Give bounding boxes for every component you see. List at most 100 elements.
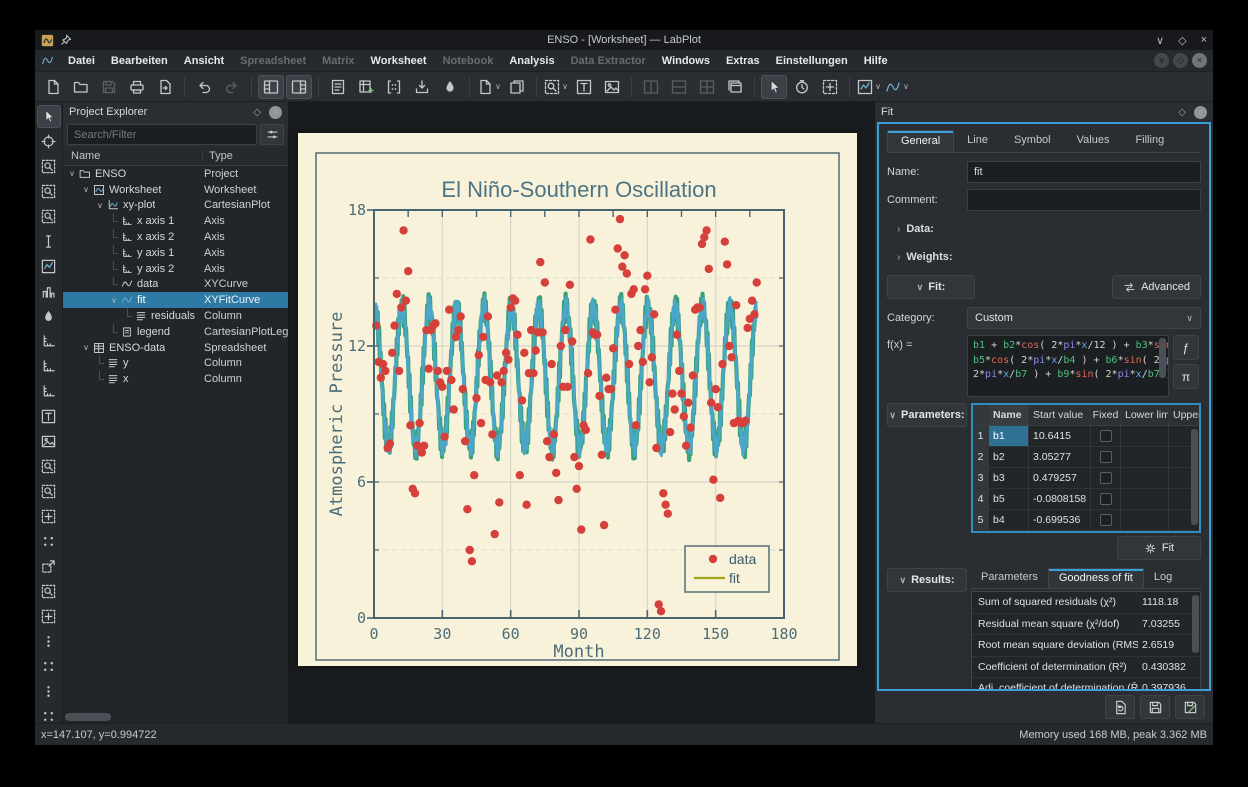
- column-header-name[interactable]: Name: [63, 150, 203, 162]
- add-plot-button[interactable]: ∨: [856, 75, 882, 99]
- filter-options-button[interactable]: [260, 124, 284, 145]
- save-as-button[interactable]: [1175, 695, 1205, 719]
- menu-datei[interactable]: Datei: [68, 54, 95, 67]
- tab-symbol[interactable]: Symbol: [1013, 134, 1051, 146]
- add-image-button[interactable]: [599, 75, 625, 99]
- shift-up-tool-button[interactable]: [37, 630, 61, 653]
- tree-item-residuals[interactable]: residuals Column: [63, 308, 288, 324]
- more-tool-a-button[interactable]: [37, 680, 61, 703]
- menu-worksheet[interactable]: Worksheet: [370, 54, 427, 67]
- tree-item-xy-plot[interactable]: ∨ xy-plot CartesianPlot: [63, 198, 288, 214]
- fit-section-toggle[interactable]: ∨ Fit:: [887, 275, 975, 299]
- navigate-tool-button[interactable]: [37, 130, 61, 153]
- add-axis-tool-button[interactable]: [37, 330, 61, 353]
- parameter-row-b1[interactable]: 1 b1 10.6415: [973, 426, 1199, 447]
- tree-item-x-axis-1[interactable]: x axis 1 Axis: [63, 213, 288, 229]
- color-theme-button[interactable]: [437, 75, 463, 99]
- formula-scrollbar[interactable]: [1159, 338, 1166, 378]
- select-tool-button[interactable]: [36, 105, 61, 128]
- tab-general[interactable]: General: [887, 130, 955, 152]
- new-project-button[interactable]: [40, 75, 66, 99]
- recalculate-button[interactable]: [1105, 695, 1135, 719]
- import-data-button[interactable]: [409, 75, 435, 99]
- menu-extras[interactable]: Extras: [725, 54, 760, 67]
- comment-field[interactable]: [967, 189, 1201, 211]
- menu-analysis[interactable]: Analysis: [509, 54, 555, 67]
- search-input[interactable]: [67, 124, 257, 145]
- shift-down-tool-button[interactable]: [37, 655, 61, 678]
- open-project-button[interactable]: [68, 75, 94, 99]
- tree-item-y-axis-2[interactable]: y axis 2 Axis: [63, 260, 288, 277]
- add-plot-tool-button[interactable]: [37, 255, 61, 278]
- new-matrix-button[interactable]: [381, 75, 407, 99]
- restore-button[interactable]: ◇: [1178, 34, 1187, 47]
- expander-icon[interactable]: ∨: [83, 185, 89, 195]
- add-text-label-button[interactable]: [571, 75, 597, 99]
- tree-item-enso[interactable]: ∨ ENSO Project: [63, 166, 288, 182]
- goodness-scrollbar[interactable]: [1192, 595, 1199, 653]
- zoom-select-mode-button[interactable]: [817, 75, 843, 99]
- scale-auto-tool-button[interactable]: [37, 455, 61, 478]
- zoom-select-tool-button[interactable]: [37, 155, 61, 178]
- results-tab-log[interactable]: Log: [1153, 571, 1173, 583]
- expander-icon[interactable]: ∨: [69, 169, 75, 179]
- menu-bearbeiten[interactable]: Bearbeiten: [110, 54, 168, 67]
- tree-item-y[interactable]: y Column: [63, 355, 288, 372]
- worksheet-page[interactable]: El Niño-Southern Oscillation 0 30 60 90 120 15…: [298, 133, 857, 666]
- add-new-button[interactable]: ∨: [476, 75, 502, 99]
- tree-item-x[interactable]: x Column: [63, 371, 288, 387]
- data-section-toggle[interactable]: › Data:: [897, 223, 934, 235]
- toggle-properties-explorer-button[interactable]: [286, 74, 312, 99]
- pin-icon[interactable]: [60, 34, 72, 46]
- tab-line[interactable]: Line: [967, 134, 988, 146]
- results-tab-parameters[interactable]: Parameters: [981, 571, 1038, 583]
- tree-item-legend[interactable]: legendCartesianPlotLegen: [63, 323, 288, 340]
- mdi-minimize-button[interactable]: ∨: [1154, 53, 1169, 68]
- tree-item-enso-data[interactable]: ∨ ENSO-data Spreadsheet: [63, 340, 288, 356]
- tree-item-fit[interactable]: ∨ fit XYFitCurve: [63, 292, 288, 309]
- formula-editor[interactable]: b1 + b2*cos( 2*pi*x/12 ) + b3*sin( 2*pi*…: [967, 335, 1169, 397]
- expander-icon[interactable]: ∨: [97, 200, 103, 210]
- dock-close-icon[interactable]: ×: [269, 105, 282, 119]
- zoom-mode-button[interactable]: ∨: [543, 75, 569, 99]
- fixed-checkbox[interactable]: [1099, 472, 1112, 484]
- insert-function-button[interactable]: ƒ: [1173, 335, 1199, 360]
- tab-values[interactable]: Values: [1076, 134, 1110, 146]
- print-button[interactable]: [124, 75, 150, 99]
- parameter-row-b4[interactable]: 5 b4 -0.699536: [973, 510, 1199, 531]
- insert-constant-button[interactable]: π: [1173, 364, 1199, 389]
- cursor-tool-button[interactable]: [37, 230, 61, 253]
- category-select[interactable]: Custom ∨: [967, 307, 1201, 329]
- tree-item-x-axis-2[interactable]: x axis 2 Axis: [63, 229, 288, 245]
- add-histogram-tool-button[interactable]: [37, 280, 61, 303]
- save-results-button[interactable]: [1140, 695, 1170, 719]
- shift-left-tool-button[interactable]: [37, 580, 61, 603]
- parameter-row-b3[interactable]: 3 b3 0.479257: [973, 468, 1199, 489]
- parameters-scrollbar[interactable]: [1191, 429, 1198, 525]
- dock-float-icon[interactable]: ◇: [1178, 106, 1186, 118]
- run-fit-button[interactable]: Fit: [1117, 536, 1201, 560]
- fixed-checkbox[interactable]: [1099, 430, 1112, 442]
- add-text-tool-button[interactable]: [37, 405, 61, 428]
- zoom-in-tool-button[interactable]: [37, 530, 61, 553]
- close-button[interactable]: ×: [1200, 33, 1207, 46]
- add-x-axis-tool-button[interactable]: [37, 355, 61, 378]
- parameter-row-b5[interactable]: 4 b5 -0.0808158: [973, 489, 1199, 510]
- zoom-out-tool-button[interactable]: [37, 555, 61, 578]
- mdi-restore-button[interactable]: ◇: [1173, 53, 1188, 68]
- advanced-button[interactable]: Advanced: [1112, 275, 1201, 299]
- results-section-toggle[interactable]: ∨ Results:: [887, 568, 967, 592]
- dock-close-icon[interactable]: ×: [1194, 105, 1207, 119]
- scale-auto-y-tool-button[interactable]: [37, 505, 61, 528]
- menu-hilfe[interactable]: Hilfe: [863, 54, 888, 67]
- parameters-section-toggle[interactable]: ∨ Parameters:: [887, 403, 967, 427]
- zoom-x-tool-button[interactable]: [37, 180, 61, 203]
- zoom-y-tool-button[interactable]: [37, 205, 61, 228]
- tab-filling[interactable]: Filling: [1135, 134, 1165, 146]
- toggle-project-explorer-button[interactable]: [258, 74, 284, 99]
- menu-windows[interactable]: Windows: [661, 54, 710, 67]
- new-spreadsheet-button[interactable]: [353, 75, 379, 99]
- crosshair-mode-button[interactable]: [789, 75, 815, 99]
- minimize-button[interactable]: ∨: [1156, 34, 1165, 47]
- shift-right-tool-button[interactable]: [37, 605, 61, 628]
